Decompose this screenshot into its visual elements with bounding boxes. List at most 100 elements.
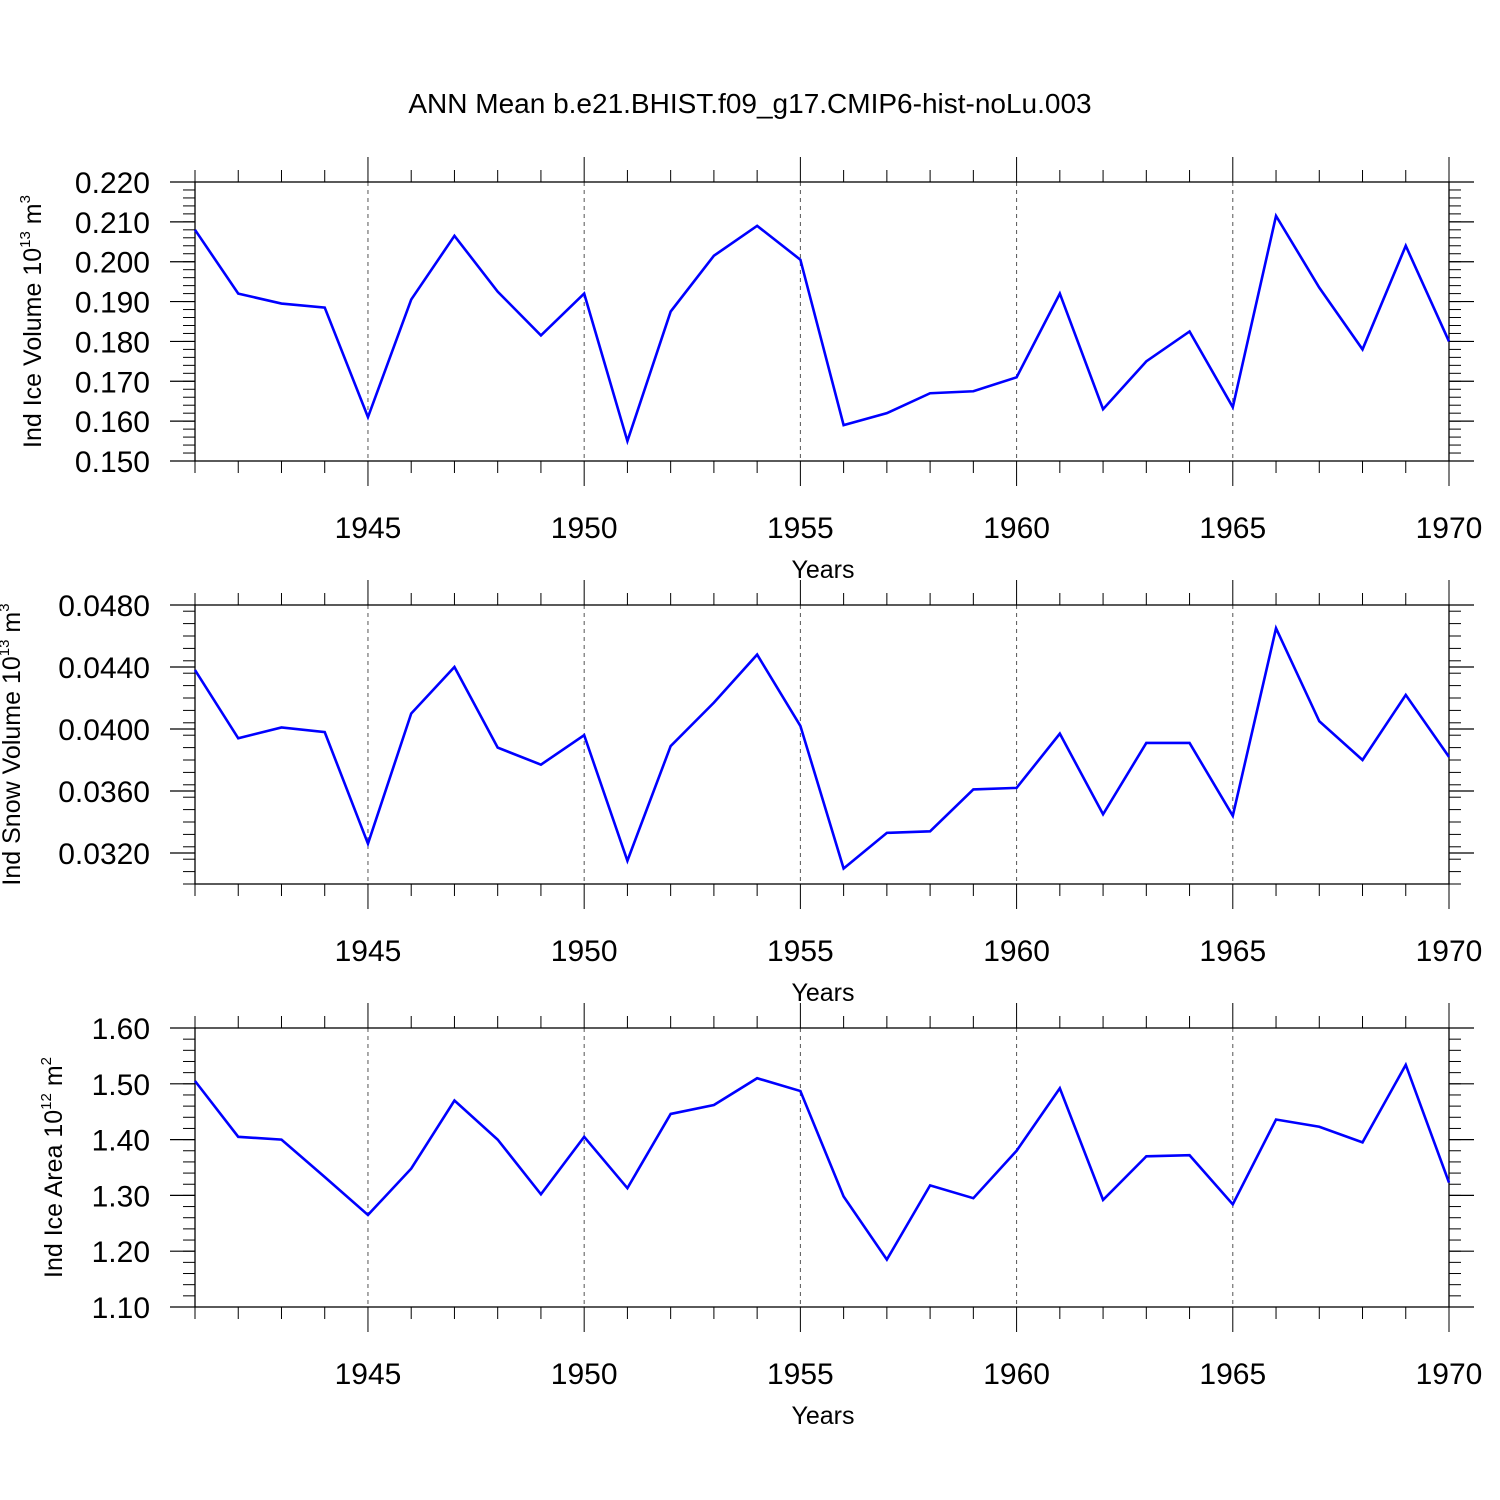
data-point [279,1138,283,1142]
data-point [193,228,197,232]
data-point [928,391,932,395]
data-point [842,1195,846,1199]
chart-panel-2: 0.0320 0.0360 0.0400 0.0440 0.0480 1945 1950 19… [0,580,1482,1007]
x-tick-label: 1960 [983,512,1050,545]
y-axis-label: Ind Ice Area 1012 m2 [38,1057,68,1278]
data-point [1188,741,1192,745]
x-tick-label: 1965 [1199,1358,1266,1391]
data-point [669,744,673,748]
data-point [1447,755,1451,759]
data-point [971,787,975,791]
data-point [366,842,370,846]
data-point [755,224,759,228]
data-point [669,310,673,314]
data-point [539,333,543,337]
y-tick-label: 0.0480 [58,590,150,623]
data-point [1404,693,1408,697]
data-point [712,701,716,705]
y-tick-label: 0.160 [75,406,150,439]
data-point [885,1258,889,1262]
data-point [236,736,240,740]
x-tick-label: 1945 [335,935,402,968]
data-point [625,1186,629,1190]
data-point [712,1103,716,1107]
y-tick-label: 0.0440 [58,652,150,685]
y-axis-label-exp: 13 [0,640,13,657]
y-tick-label: 0.220 [75,167,150,200]
y-axis-label-unit-base: m [0,612,26,640]
data-point [1361,758,1365,762]
data-point [1015,786,1019,790]
data-point [1274,214,1278,218]
y-tick-label: 1.30 [92,1180,150,1213]
data-point [1058,292,1062,296]
x-tick-label: 1955 [767,935,834,968]
y-tick-label: 1.20 [92,1236,150,1269]
x-axis-label: Years [791,1402,854,1430]
data-point [409,712,413,716]
x-axis-label: Years [791,979,854,1007]
data-point [1058,732,1062,736]
data-point [1404,1063,1408,1067]
data-point [1058,1086,1062,1090]
x-tick-label: 1955 [767,512,834,545]
data-point [798,258,802,262]
data-point [582,733,586,737]
y-axis-label-exp: 13 [17,231,34,248]
y-tick-label: 0.180 [75,326,150,359]
y-axis-label: Ind Snow Volume 1013 m3 [0,603,26,885]
y-tick-label: 1.40 [92,1125,150,1158]
data-point [323,730,327,734]
x-tick-label: 1960 [983,1358,1050,1391]
data-point [798,1089,802,1093]
plot-frame [194,181,1450,462]
data-point [755,1076,759,1080]
data-point [1447,339,1451,343]
data-point [625,859,629,863]
x-tick-label: 1965 [1199,935,1266,968]
data-point [409,298,413,302]
data-point [1015,375,1019,379]
data-point [1361,1140,1365,1144]
data-point [539,1192,543,1196]
data-point [1231,1202,1235,1206]
x-tick-label: 1950 [551,935,618,968]
y-axis-label-unit-exp: 3 [17,195,34,203]
data-point [323,1175,327,1179]
chart-panel-3: 1.10 1.20 1.30 1.40 1.50 1.60 1945 1950 1955 1960… [38,1003,1482,1430]
y-axis-label-unit-base: m [19,203,47,231]
x-tick-label: 1950 [551,512,618,545]
y-axis-label-unit-exp: 2 [38,1057,55,1065]
data-point [323,306,327,310]
y-tick-label: 0.210 [75,207,150,240]
x-tick-label: 1970 [1416,512,1483,545]
data-point [971,1196,975,1200]
data-point [1101,812,1105,816]
data-point [452,665,456,669]
x-tick-label: 1950 [551,1358,618,1391]
x-tick-label: 1960 [983,935,1050,968]
data-point [1274,626,1278,630]
series-line [193,212,1451,446]
y-axis-label-unit-base: m [40,1065,68,1093]
data-point [1231,405,1235,409]
data-point [1317,719,1321,723]
data-point [236,1135,240,1139]
y-tick-label: 0.0320 [58,838,150,871]
x-tick-label: 1945 [335,512,402,545]
data-point [1361,347,1365,351]
data-point [496,746,500,750]
y-tick-label: 0.150 [75,446,150,479]
data-point [928,1183,932,1187]
data-point [712,254,716,258]
data-point [669,1112,673,1116]
data-point [625,439,629,443]
data-point [1274,1118,1278,1122]
data-point [1015,1149,1019,1153]
data-point [1144,1154,1148,1158]
y-tick-label: 0.170 [75,366,150,399]
data-point [971,389,975,393]
data-point [1101,407,1105,411]
data-point [236,292,240,296]
x-axis-label: Years [791,556,854,584]
